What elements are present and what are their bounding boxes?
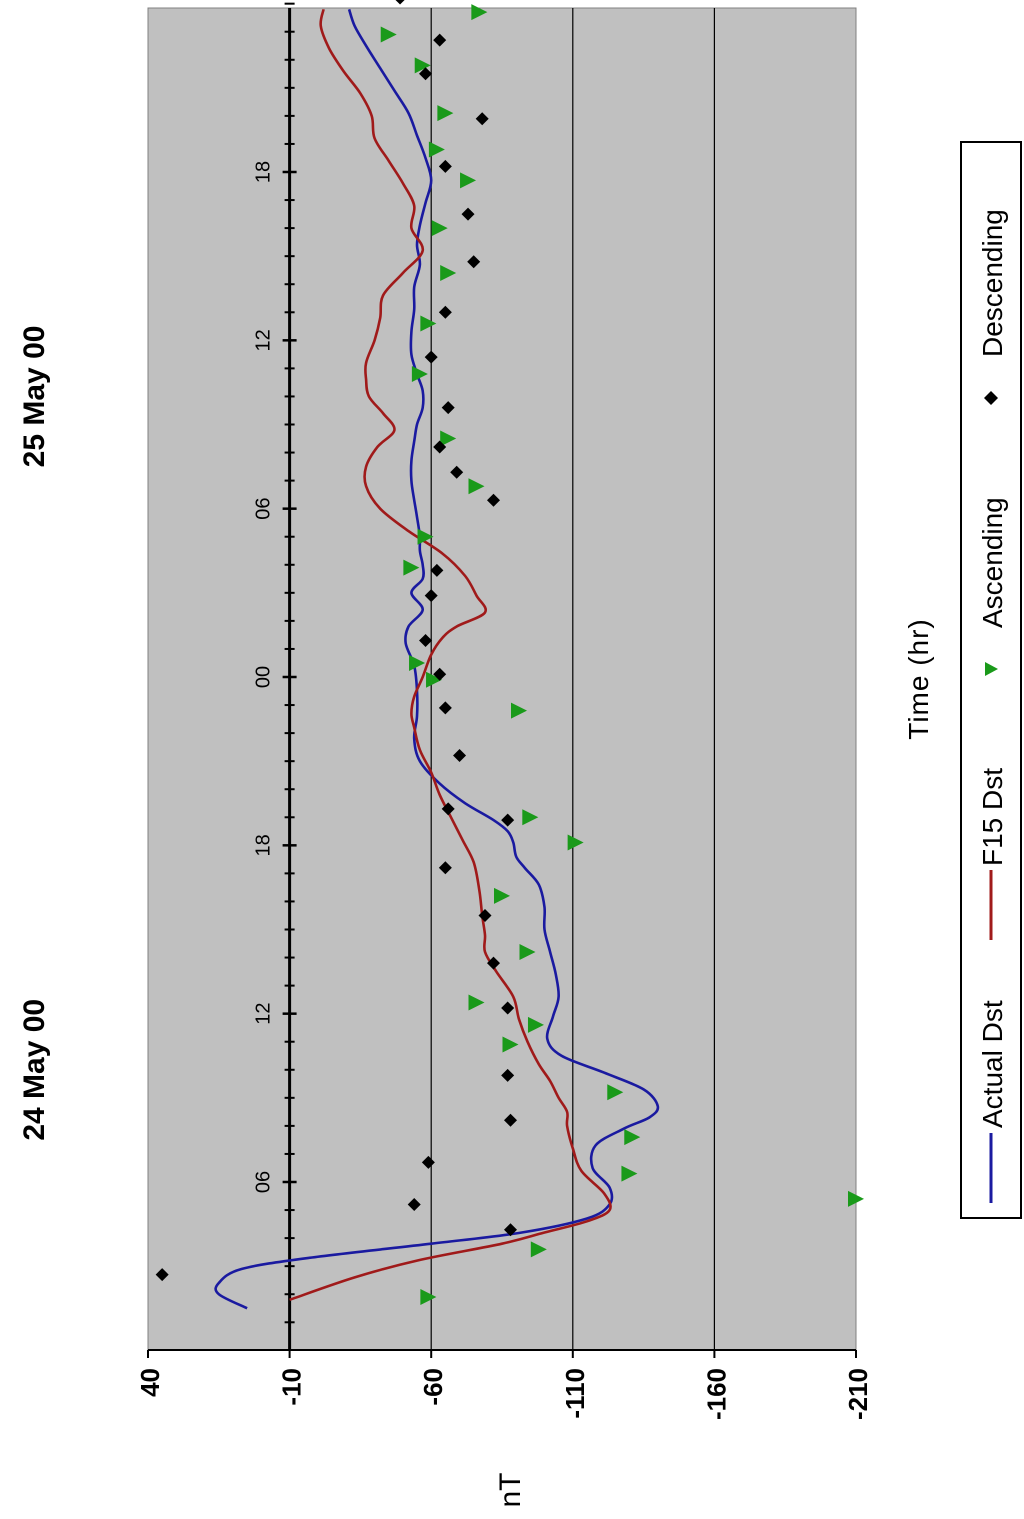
time-tick-label: 12 xyxy=(253,329,275,351)
descending-point xyxy=(475,112,489,126)
descending-point xyxy=(441,802,455,816)
descending-point xyxy=(450,465,464,479)
ascending-point xyxy=(621,1165,638,1182)
axis-layer xyxy=(147,2,857,1358)
ascending-point xyxy=(440,265,457,281)
legend-descending-label: Descending xyxy=(977,209,1008,357)
descending-point xyxy=(461,207,475,221)
ascending-point xyxy=(426,671,443,688)
legend-actual-dst-label: Actual Dst xyxy=(977,1000,1008,1128)
legend-f15-dst-label: F15 Dst xyxy=(977,768,1008,866)
series-layer xyxy=(155,0,864,1310)
descending-point xyxy=(501,813,515,827)
legend-box xyxy=(960,141,1022,1219)
descending-point xyxy=(433,667,447,681)
legend: Actual Dst F15 Dst Ascending Descending xyxy=(960,141,1022,1219)
ascending-point xyxy=(409,654,426,671)
descending-point xyxy=(487,956,501,970)
descending-point xyxy=(438,861,452,875)
ascending-point xyxy=(522,809,539,826)
ascending-point xyxy=(848,1190,864,1207)
descending-point xyxy=(419,67,433,81)
series-line-actual-dst xyxy=(214,8,660,1310)
descending-point xyxy=(441,401,455,415)
x-axis-title: Time (hr) xyxy=(903,618,934,740)
date-label: 24 May 00 xyxy=(18,999,51,1141)
y-axis-title: nT xyxy=(494,1472,527,1507)
time-tick-label: 18 xyxy=(253,161,275,183)
descending-point xyxy=(424,589,438,603)
descending-point xyxy=(433,440,447,454)
descending-point xyxy=(501,1068,515,1082)
descending-point xyxy=(433,33,447,47)
descending-point xyxy=(467,255,481,269)
ascending-point xyxy=(567,834,584,851)
ascending-point xyxy=(460,172,477,189)
value-tick-label: -10 xyxy=(277,1368,307,1406)
plot-area xyxy=(147,7,857,1351)
ascending-point xyxy=(428,141,445,158)
ascending-point xyxy=(380,26,397,43)
descending-point xyxy=(487,493,501,507)
legend-ascending-label: Ascending xyxy=(977,497,1008,628)
ascending-point xyxy=(417,528,434,545)
descending-point xyxy=(419,634,433,648)
ascending-point xyxy=(468,478,485,495)
descending-point xyxy=(438,701,452,715)
descending-point xyxy=(438,305,452,319)
ascending-point xyxy=(437,105,454,122)
time-tick-label: 00 xyxy=(253,666,275,688)
descending-point xyxy=(395,0,405,5)
time-tick-label: 06 xyxy=(253,1171,275,1193)
descending-point xyxy=(407,1197,421,1211)
descending-point xyxy=(438,159,452,173)
value-tick-label: -60 xyxy=(418,1368,448,1406)
ascending-point xyxy=(468,994,485,1011)
descending-point xyxy=(503,1113,517,1127)
time-tick-label: 12 xyxy=(253,1003,275,1025)
legend-ascending-marker xyxy=(985,662,998,676)
series-line-f15-dst xyxy=(289,9,612,1302)
date-label: 25 May 00 xyxy=(18,326,51,468)
ascending-point xyxy=(414,57,431,74)
value-tick-label: -110 xyxy=(560,1368,590,1419)
ascending-point xyxy=(527,1016,544,1033)
descending-point xyxy=(421,1155,435,1169)
ascending-point xyxy=(471,4,488,21)
ascending-point xyxy=(403,559,420,576)
label-layer: 40 -10 -60 -110 -160 -210 06 12 18 00 06 12 18 24 May… xyxy=(18,161,934,1508)
descending-point xyxy=(503,1223,517,1237)
ascending-point xyxy=(494,887,510,904)
descending-point xyxy=(478,908,492,922)
ascending-point xyxy=(420,315,437,332)
ascending-point xyxy=(440,430,457,447)
descending-point xyxy=(424,350,438,364)
ascending-point xyxy=(420,1289,437,1306)
descending-point xyxy=(430,563,444,577)
ascending-point xyxy=(431,220,448,237)
descending-point xyxy=(501,1001,515,1015)
ascending-point xyxy=(607,1084,624,1101)
value-tick-label: 40 xyxy=(135,1368,165,1397)
ascending-point xyxy=(530,1241,547,1258)
value-tick-label: -210 xyxy=(843,1368,873,1420)
ascending-point xyxy=(510,702,527,719)
ascending-point xyxy=(624,1129,641,1146)
descending-point xyxy=(453,749,467,763)
value-tick-label: -160 xyxy=(701,1368,731,1420)
ascending-point xyxy=(502,1036,519,1053)
time-tick-label: 06 xyxy=(253,498,275,520)
descending-point xyxy=(155,1268,169,1282)
legend-descending-marker xyxy=(984,391,998,405)
ascending-point xyxy=(411,366,428,382)
ascending-point xyxy=(519,943,536,960)
time-tick-label: 18 xyxy=(253,834,275,856)
